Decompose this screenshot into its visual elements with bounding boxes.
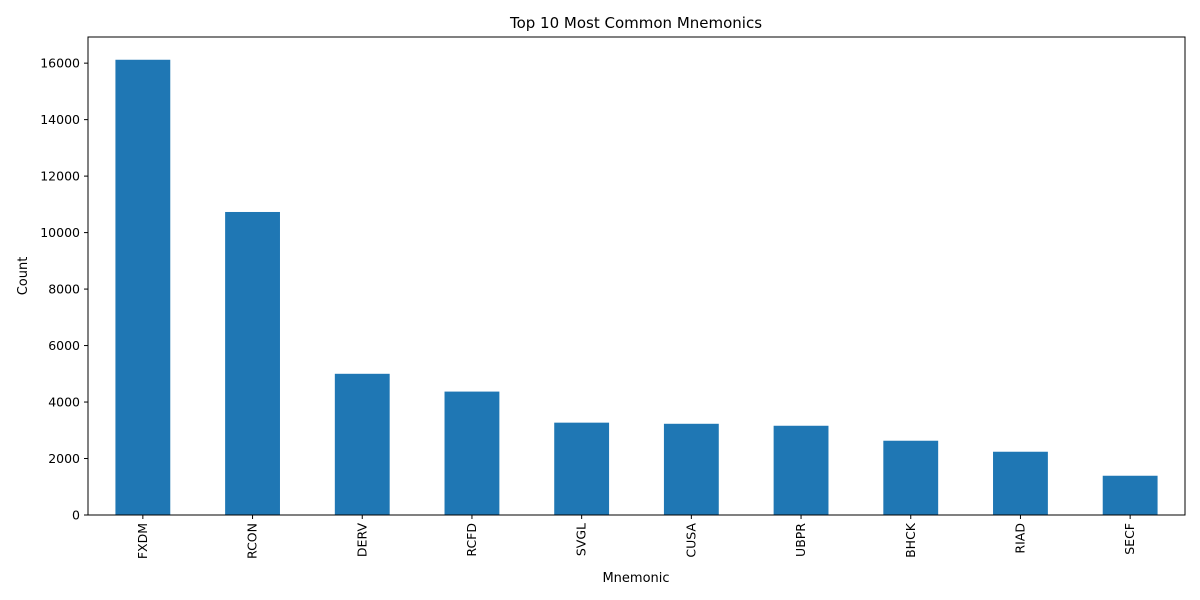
- x-axis: FXDM RCON DERV RCFD SVGL CUSA UBPR BHCK RIAD SECF: [135, 515, 1137, 559]
- x-tick-label: RCFD: [464, 523, 479, 557]
- bar-fxdm: [115, 59, 171, 516]
- y-axis-title: Count: [16, 257, 31, 296]
- y-tick-label: 6000: [48, 338, 80, 353]
- x-tick-label: RIAD: [1012, 523, 1027, 554]
- bar-bhck: [883, 440, 939, 515]
- bar-rcfd: [444, 391, 500, 515]
- y-tick-label: 0: [72, 508, 80, 523]
- y-axis: 0 2000 4000 6000 8000 10000 12000 14000 16000: [40, 56, 88, 523]
- bars-group: [115, 59, 1158, 516]
- x-tick-label: UBPR: [793, 523, 808, 557]
- bar-svgl: [554, 422, 610, 515]
- y-tick-label: 8000: [48, 282, 80, 297]
- x-tick-label: RCON: [245, 523, 260, 559]
- x-tick-label: SVGL: [574, 523, 589, 556]
- x-tick-label: FXDM: [135, 523, 150, 559]
- chart-title: Top 10 Most Common Mnemonics: [509, 14, 762, 32]
- y-tick-label: 14000: [40, 112, 80, 127]
- bar-derv: [334, 373, 390, 515]
- bar-rcon: [225, 211, 280, 515]
- x-tick-label: SECF: [1122, 523, 1137, 555]
- plot-frame: [87, 36, 1186, 516]
- y-tick-label: 2000: [48, 451, 80, 466]
- bar-secf: [1102, 475, 1158, 515]
- bar-riad: [993, 451, 1048, 515]
- y-tick-label: 12000: [40, 169, 80, 184]
- y-tick-label: 4000: [48, 395, 80, 410]
- y-tick-label: 10000: [40, 225, 80, 240]
- x-tick-label: DERV: [354, 523, 369, 558]
- x-tick-label: BHCK: [903, 522, 918, 558]
- x-axis-title: Mnemonic: [602, 571, 669, 586]
- y-tick-label: 16000: [40, 56, 80, 71]
- bar-cusa: [663, 423, 719, 515]
- bar-ubpr: [773, 425, 829, 515]
- x-tick-label: CUSA: [683, 523, 698, 558]
